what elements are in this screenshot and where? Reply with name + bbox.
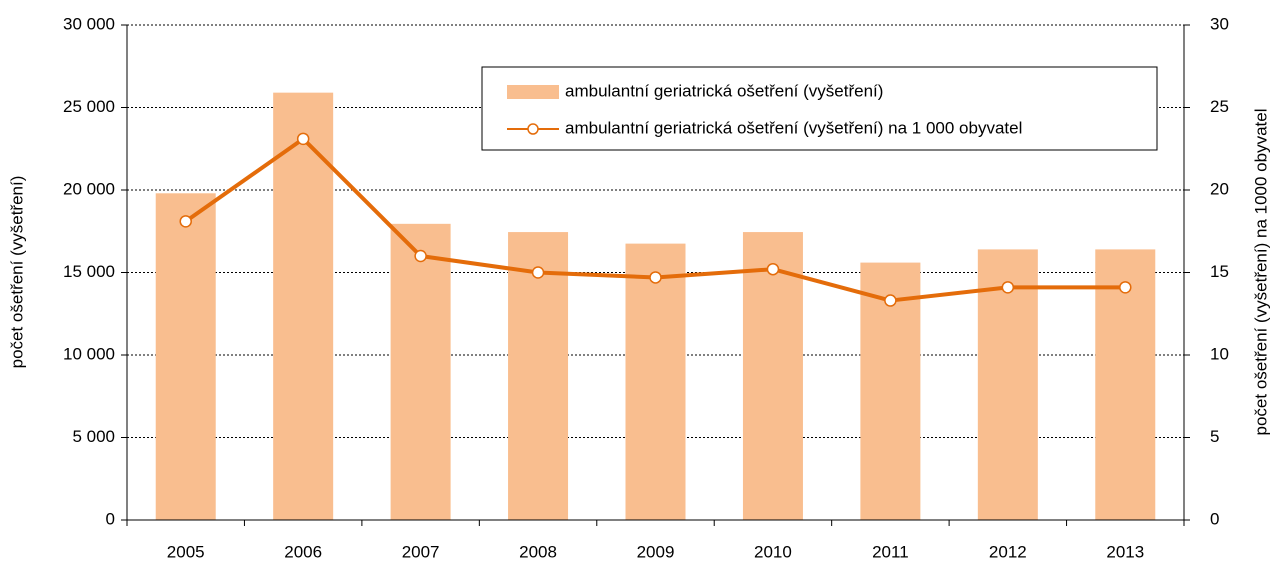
x-tick-label: 2006 [284, 542, 322, 561]
line-marker [414, 249, 427, 263]
y2-tick-label: 0 [1210, 509, 1219, 528]
y2-tick-label: 25 [1210, 97, 1229, 116]
legend-marker [527, 123, 539, 135]
line-marker [1119, 281, 1132, 294]
x-tick-label: 2008 [519, 542, 557, 561]
x-tick-label: 2011 [872, 542, 909, 561]
bar [390, 223, 451, 520]
y2-axis-title: počet ošetření (vyšetření) na 1000 obyva… [1251, 109, 1270, 436]
line-marker [884, 294, 897, 307]
y-tick-label: 30 000 [63, 14, 115, 33]
legend: ambulantní geriatrická ošetření (vyšetře… [481, 66, 1158, 151]
y2-tick-label: 30 [1210, 14, 1229, 33]
bar [273, 92, 334, 521]
line-marker [179, 215, 192, 228]
y-tick-label: 5 000 [72, 427, 115, 446]
x-tick-label: 2010 [754, 542, 792, 561]
bar [508, 232, 569, 520]
x-tick-label: 2009 [637, 542, 675, 561]
line-marker [1001, 281, 1015, 294]
y-tick-label: 25 000 [63, 97, 115, 116]
y-tick-label: 15 000 [63, 262, 115, 281]
y2-tick-label: 20 [1210, 179, 1229, 198]
bar [977, 249, 1038, 520]
bar [155, 193, 216, 521]
line-marker [649, 271, 662, 284]
line-marker [531, 266, 545, 279]
legend-label: ambulantní geriatrická ošetření (vyšetře… [565, 118, 1022, 137]
y-tick-label: 0 [106, 509, 115, 528]
y-tick-label: 10 000 [63, 344, 115, 363]
bar [1095, 249, 1156, 520]
y-tick-label: 20 000 [63, 179, 115, 198]
y2-tick-label: 15 [1210, 262, 1229, 281]
x-tick-label: 2012 [989, 542, 1027, 561]
y-axis-title: počet ošetření (vyšetření) [7, 176, 26, 369]
legend-box [481, 66, 1158, 151]
x-tick-label: 2005 [167, 542, 205, 561]
bar [625, 243, 686, 520]
line-marker [296, 132, 310, 146]
line-marker [766, 262, 780, 276]
bar [742, 232, 803, 520]
y2-tick-label: 10 [1210, 344, 1229, 363]
legend-label: ambulantní geriatrická ošetření (vyšetře… [565, 81, 883, 100]
x-tick-label: 2013 [1106, 542, 1144, 561]
x-tick-label: 2007 [402, 542, 440, 561]
y2-tick-label: 5 [1210, 427, 1219, 446]
legend-swatch [507, 85, 559, 99]
